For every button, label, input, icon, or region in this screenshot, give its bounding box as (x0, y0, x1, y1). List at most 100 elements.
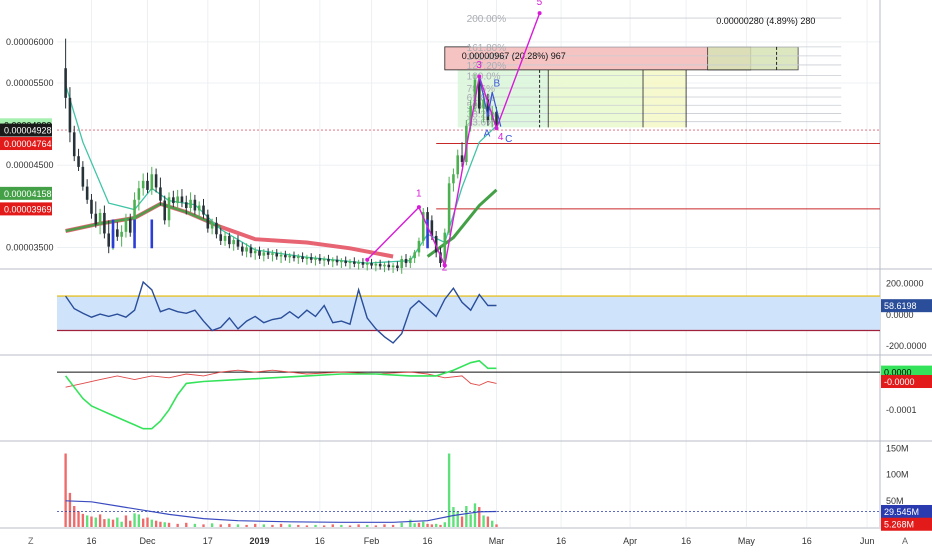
volume-bar[interactable] (430, 524, 434, 527)
candle-body[interactable] (210, 222, 214, 229)
candle-body[interactable] (447, 183, 451, 233)
dmi-pane[interactable]: -0.0001 0.0000-0.0000 (57, 359, 932, 430)
candle-body[interactable] (223, 235, 227, 241)
candle-body[interactable] (193, 199, 197, 211)
candle-body[interactable] (486, 99, 490, 121)
volume-bar[interactable] (120, 521, 123, 527)
candle-body[interactable] (253, 250, 257, 254)
volume-bar[interactable] (422, 521, 425, 527)
candle-body[interactable] (374, 263, 378, 266)
volume-bar[interactable] (98, 514, 102, 527)
candle-body[interactable] (353, 261, 356, 264)
wave-point[interactable] (365, 257, 370, 262)
candle-body[interactable] (331, 259, 335, 262)
volume-bar[interactable] (305, 525, 309, 527)
candle-body[interactable] (64, 68, 67, 98)
candle-body[interactable] (383, 264, 386, 267)
wave-point[interactable] (416, 205, 421, 210)
volume-bar[interactable] (129, 520, 132, 527)
candle-body[interactable] (301, 256, 304, 259)
volume-bar[interactable] (116, 517, 119, 527)
volume-bar[interactable] (322, 525, 326, 527)
cci-pane[interactable]: 200.0000 0.0000 -200.0000 58.6198 (57, 279, 932, 352)
volume-bar[interactable] (219, 524, 222, 527)
candle-body[interactable] (197, 205, 201, 211)
volume-bar[interactable] (176, 523, 179, 527)
candle-body[interactable] (417, 240, 421, 253)
volume-bar[interactable] (314, 524, 317, 527)
volume-bar[interactable] (236, 524, 240, 527)
volume-bar[interactable] (167, 522, 171, 527)
volume-bar[interactable] (417, 522, 421, 527)
candle-body[interactable] (249, 247, 253, 254)
volume-bar[interactable] (366, 524, 369, 527)
candle-body[interactable] (361, 262, 365, 265)
candle-body[interactable] (206, 214, 210, 229)
candle-body[interactable] (340, 260, 343, 263)
dmi-minus-line[interactable] (65, 369, 497, 388)
volume-bar[interactable] (85, 515, 89, 527)
volume-bar[interactable] (374, 525, 378, 527)
candle-body[interactable] (150, 174, 154, 190)
volume-bar[interactable] (154, 520, 158, 527)
volume-bar[interactable] (495, 524, 498, 527)
candle-body[interactable] (184, 202, 188, 208)
volume-bar[interactable] (90, 516, 93, 528)
candle-body[interactable] (370, 263, 373, 266)
volume-bar[interactable] (331, 524, 334, 527)
volume-bar[interactable] (447, 453, 451, 528)
candle-body[interactable] (314, 258, 317, 260)
volume-bar[interactable] (150, 519, 153, 527)
volume-bar[interactable] (124, 515, 128, 527)
candle-body[interactable] (163, 200, 167, 221)
wave-point[interactable] (442, 263, 447, 268)
candle-body[interactable] (180, 196, 184, 203)
time-axis[interactable]: 16 Dec 17 2019 16 Feb 16 Mar 16 Apr 16 May 16 Jun Z A (28, 536, 908, 546)
candle-body[interactable] (215, 222, 218, 235)
candle-body[interactable] (176, 196, 179, 204)
candle-body[interactable] (245, 247, 248, 252)
candle-body[interactable] (120, 231, 123, 237)
wave-point[interactable] (494, 126, 499, 131)
candle-body[interactable] (116, 229, 119, 237)
volume-bar[interactable] (193, 523, 197, 527)
candle-body[interactable] (473, 79, 477, 107)
candle-body[interactable] (107, 233, 110, 247)
volume-bar[interactable] (202, 524, 205, 527)
zoom-icon[interactable]: Z (28, 536, 34, 546)
candle-body[interactable] (90, 199, 93, 214)
volume-bar[interactable] (391, 524, 395, 527)
candle-body[interactable] (400, 258, 404, 268)
candle-body[interactable] (271, 253, 274, 255)
candle-body[interactable] (430, 220, 434, 236)
volume-bar[interactable] (68, 492, 72, 527)
candle-body[interactable] (409, 258, 412, 264)
volume-bar[interactable] (443, 522, 446, 527)
highlight-candle[interactable] (150, 219, 154, 249)
candle-body[interactable] (141, 180, 145, 189)
candle-body[interactable] (322, 258, 326, 261)
volume-bar[interactable] (141, 518, 145, 527)
volume-bar[interactable] (357, 524, 360, 527)
candle-body[interactable] (103, 212, 106, 234)
candle-body[interactable] (288, 255, 291, 258)
candle-body[interactable] (146, 180, 149, 190)
candle-body[interactable] (219, 234, 223, 241)
candle-body[interactable] (318, 258, 322, 261)
volume-bar[interactable] (279, 523, 283, 527)
candle-body[interactable] (443, 232, 447, 264)
volume-bar[interactable] (409, 519, 412, 527)
candle-body[interactable] (167, 197, 171, 221)
price-pane[interactable]: 200.00% 161.80%141.40%127.20%100.0%78.6%6… (57, 0, 880, 274)
cci-line[interactable] (65, 280, 497, 344)
elliott-wave-line[interactable] (366, 12, 541, 268)
highlight-candle[interactable] (426, 219, 429, 249)
volume-bar[interactable] (94, 517, 97, 527)
candle-body[interactable] (421, 212, 425, 241)
volume-bar[interactable] (271, 524, 274, 527)
candle-body[interactable] (137, 188, 141, 200)
candle-body[interactable] (284, 254, 287, 258)
candle-body[interactable] (357, 262, 360, 264)
volume-bar[interactable] (413, 523, 416, 527)
